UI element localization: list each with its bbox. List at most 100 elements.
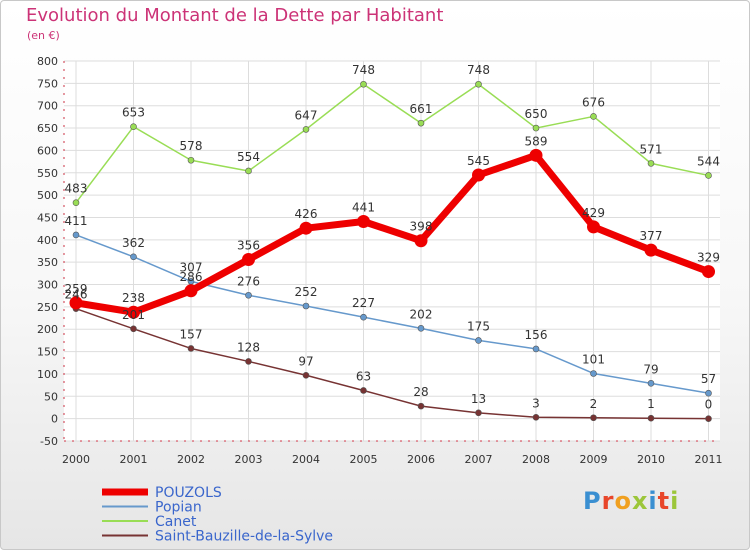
data-label: 483	[65, 182, 88, 196]
data-labels: 411 362 307 276 252 227 202 175 156 101 79 57 483 653…	[65, 63, 720, 411]
data-label: 79	[643, 362, 658, 376]
y-tick-label: 100	[37, 368, 58, 381]
data-label: 748	[467, 63, 490, 77]
data-point	[590, 414, 597, 422]
data-point	[360, 313, 367, 321]
data-point	[705, 415, 712, 422]
legend: POUZOLSPopianCanetSaint-Bauzille-de-la-S…	[102, 485, 333, 545]
logo-letter: t	[657, 487, 671, 515]
proxiti-logo: Proxiti	[583, 487, 693, 525]
data-point	[529, 148, 543, 162]
data-label: 307	[180, 260, 203, 274]
x-tick-label: 2002	[177, 453, 205, 466]
data-point	[299, 221, 313, 235]
data-label: 554	[237, 150, 260, 164]
x-tick-label: 2008	[522, 453, 550, 466]
data-point	[644, 243, 658, 257]
y-tick-label: 300	[37, 279, 58, 292]
data-label: 246	[65, 288, 88, 302]
data-point	[242, 252, 255, 266]
data-label: 238	[122, 291, 145, 305]
data-label: 650	[525, 107, 548, 121]
data-label: 676	[582, 95, 605, 109]
data-label: 276	[237, 274, 260, 288]
data-label: 571	[640, 142, 663, 156]
data-label: 175	[467, 319, 490, 333]
data-point	[245, 167, 252, 175]
data-label: 201	[122, 308, 145, 322]
data-point	[414, 234, 428, 248]
x-tick-label: 2009	[580, 453, 608, 466]
data-point	[302, 302, 310, 310]
data-label: 63	[356, 369, 371, 383]
data-label: 329	[697, 251, 720, 265]
data-point	[130, 253, 137, 261]
data-label: 441	[352, 200, 375, 214]
data-label: 202	[410, 307, 433, 321]
x-tick-label: 2003	[235, 453, 263, 466]
data-point	[705, 389, 712, 397]
data-point	[360, 80, 367, 88]
x-tick-label: 2007	[465, 453, 493, 466]
legend-label: Saint-Bauzille-de-la-Sylve	[155, 529, 333, 545]
data-label: 156	[525, 328, 548, 342]
grid	[64, 60, 720, 442]
data-label: 426	[295, 207, 318, 221]
data-label: 653	[122, 106, 145, 120]
series-line	[75, 234, 709, 394]
data-label: 429	[582, 206, 605, 220]
axes: -50 0 50 100 150 200 250 300 350 400 450 500 550 600 6…	[37, 55, 723, 466]
y-tick-label: 700	[37, 100, 58, 113]
x-tick-label: 2010	[637, 453, 665, 466]
data-point	[590, 113, 597, 120]
data-label: 362	[122, 236, 145, 250]
data-point	[184, 284, 198, 298]
logo-letter: o	[614, 487, 632, 515]
data-point	[475, 80, 482, 88]
series-line	[75, 83, 709, 204]
y-tick-label: 0	[51, 413, 58, 426]
logo-letter: i	[648, 487, 658, 515]
data-point	[130, 325, 137, 333]
data-point	[302, 126, 310, 133]
data-point	[187, 156, 195, 164]
data-label: 356	[237, 238, 260, 252]
y-tick-label: 650	[37, 122, 58, 135]
data-point	[417, 325, 425, 332]
data-label: 545	[467, 154, 490, 168]
data-point	[187, 345, 195, 352]
legend-label: Canet	[155, 514, 197, 530]
data-label: 411	[65, 214, 88, 228]
data-point	[127, 305, 140, 319]
x-tick-label: 2000	[62, 453, 90, 466]
logo-letter: x	[631, 487, 649, 515]
data-point	[417, 119, 425, 127]
x-tick-label: 2004	[292, 453, 320, 466]
data-label: 128	[237, 340, 260, 354]
data-point	[590, 370, 597, 377]
data-label: 661	[410, 102, 433, 116]
data-point	[245, 358, 252, 365]
y-tick-label: 400	[37, 234, 58, 247]
logo-letter: P	[583, 487, 602, 515]
data-label: 28	[413, 385, 428, 399]
data-label: 97	[298, 354, 313, 368]
y-tick-label: 200	[37, 323, 58, 336]
data-point	[69, 296, 83, 310]
data-label: 544	[697, 154, 720, 168]
y-tick-label: 800	[37, 55, 58, 68]
data-label: 13	[471, 392, 486, 406]
data-point	[532, 124, 540, 132]
data-point	[357, 214, 370, 228]
series-line	[75, 307, 709, 420]
y-tick-label: -50	[40, 435, 58, 448]
series-line	[75, 151, 710, 316]
data-label: 252	[295, 285, 318, 299]
data-point	[587, 220, 600, 234]
data-label: 589	[525, 134, 548, 148]
y-tick-label: 500	[37, 189, 58, 202]
x-tick-label: 2001	[120, 453, 148, 466]
data-point	[130, 123, 137, 131]
data-label: 2	[590, 397, 598, 411]
